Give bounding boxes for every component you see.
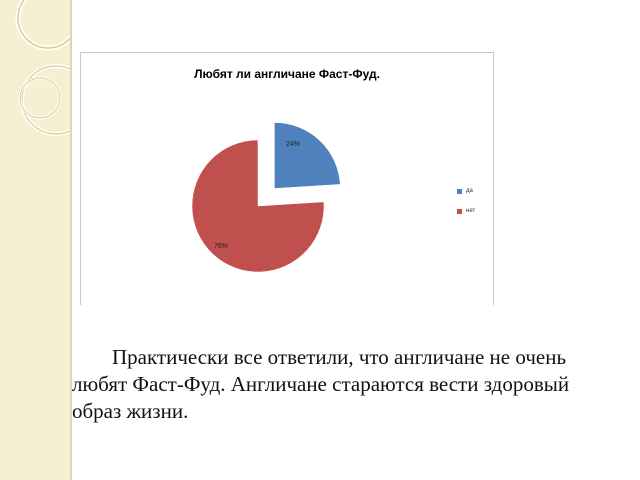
legend-swatch-no: [457, 208, 462, 214]
legend-label-no: нет: [466, 208, 476, 214]
pie-data-label: 76%: [214, 243, 228, 250]
legend-item: да: [457, 181, 475, 201]
chart-legend: да нет: [457, 181, 475, 221]
pie-chart: Любят ли англичане Фаст-Фуд. 24% 76% да н…: [80, 52, 494, 305]
pie-chart-canvas: 24% 76%: [191, 122, 341, 273]
pie-slice: [191, 139, 325, 273]
pie-data-label: 24%: [286, 141, 300, 148]
decorative-side-band: [0, 0, 72, 480]
pie-slice: [274, 122, 341, 189]
legend-swatch-yes: [457, 188, 462, 194]
legend-item: нет: [457, 201, 475, 221]
legend-label-yes: да: [466, 188, 473, 194]
slide-caption: Практически все ответили, что англичане …: [72, 345, 570, 423]
decorative-ornament: [15, 0, 70, 136]
chart-title: Любят ли англичане Фаст-Фуд.: [194, 67, 380, 81]
